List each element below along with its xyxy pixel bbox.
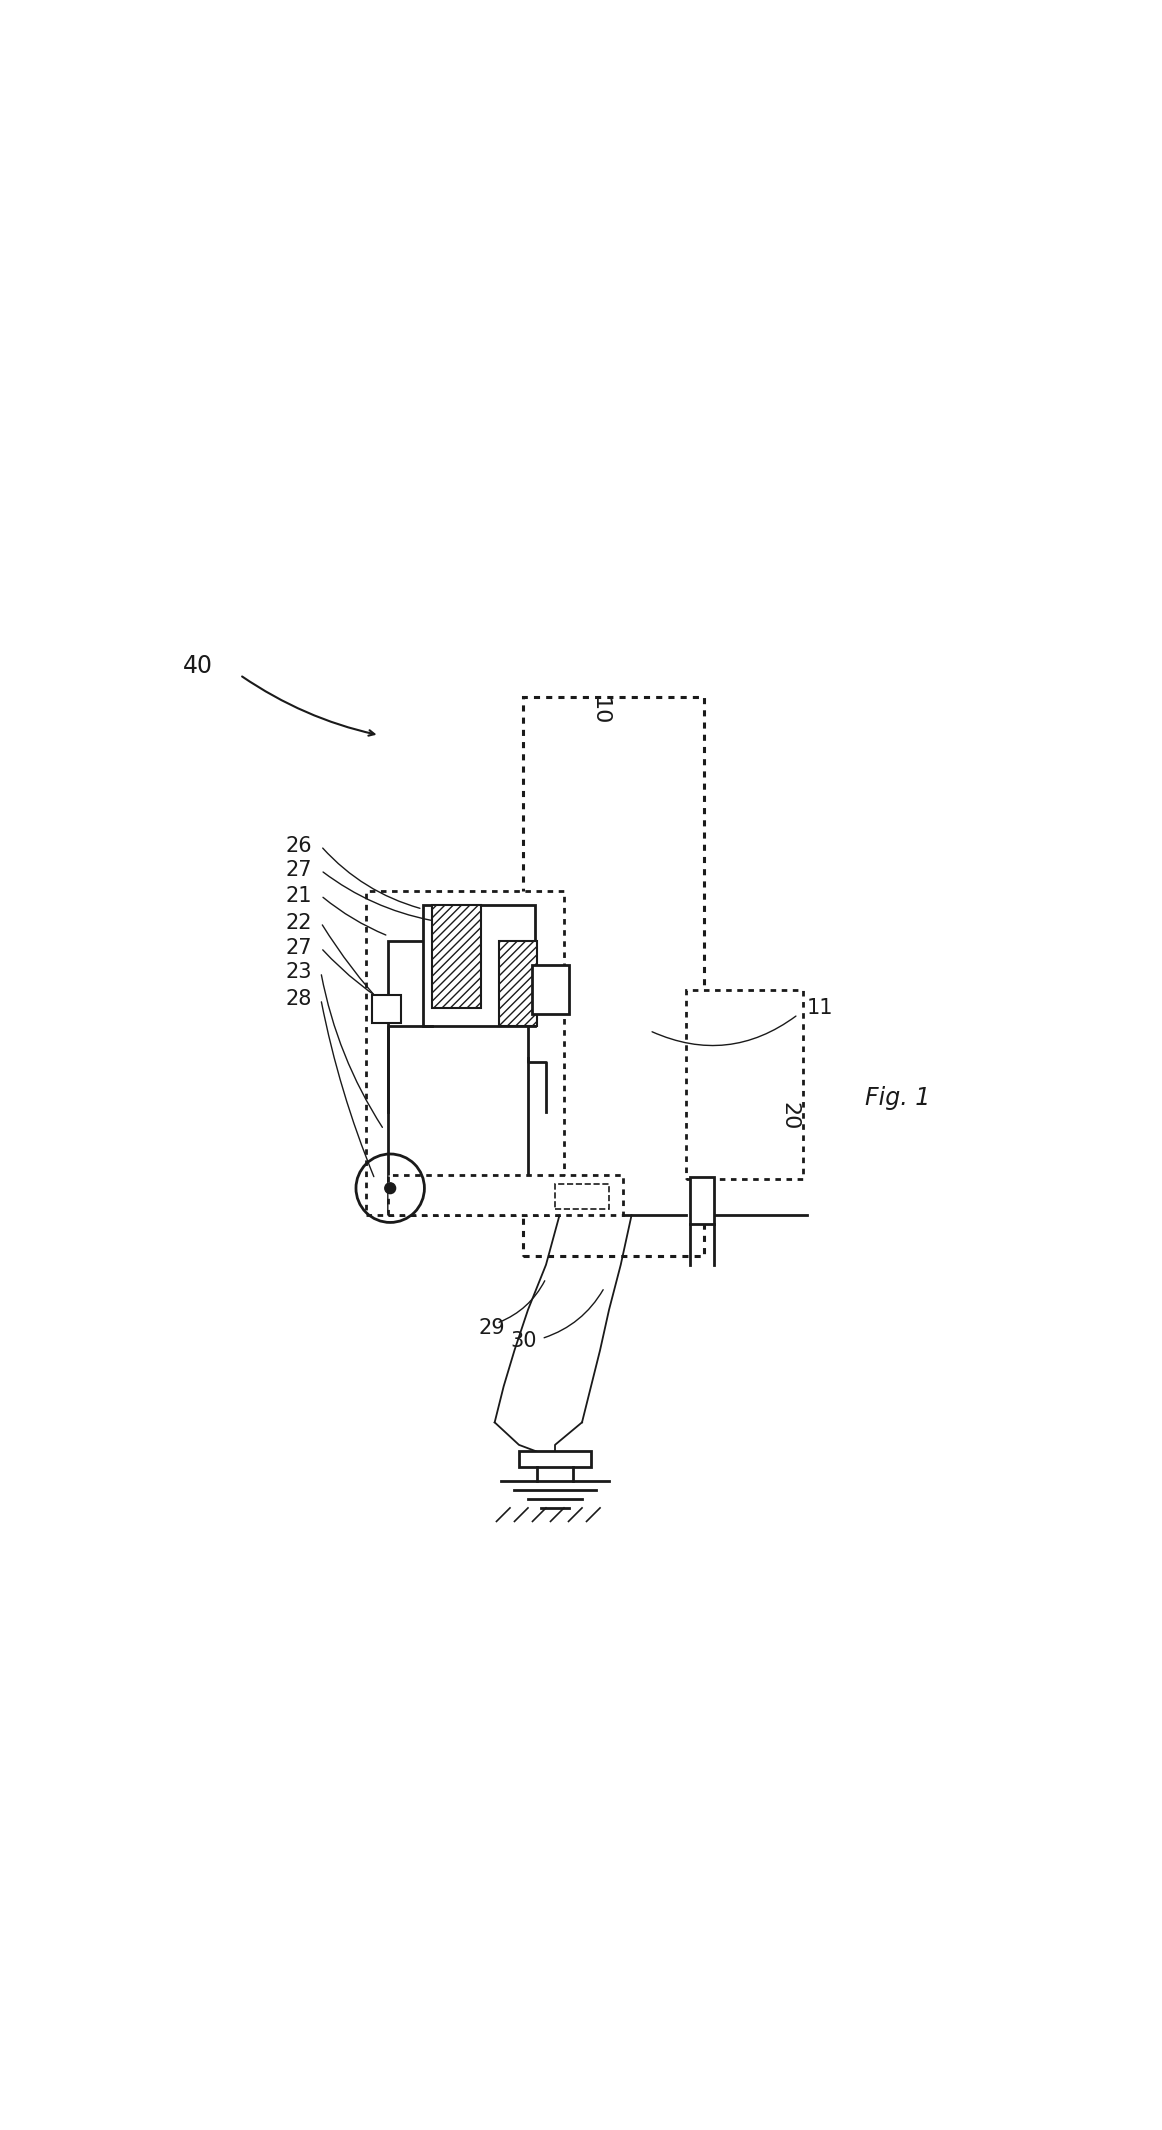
Text: 28: 28	[286, 988, 311, 1010]
Bar	[690, 1178, 715, 1225]
Text: 27: 27	[286, 937, 311, 959]
Bar	[366, 890, 564, 1216]
Bar	[423, 905, 536, 1027]
Text: 11: 11	[808, 999, 833, 1018]
Text: 10: 10	[590, 697, 610, 724]
Bar	[555, 1184, 609, 1210]
Text: 30: 30	[510, 1331, 537, 1350]
Bar	[431, 905, 481, 1007]
Text: 40: 40	[182, 654, 213, 677]
Bar	[532, 965, 568, 1014]
Bar	[388, 941, 528, 1210]
Bar	[686, 990, 803, 1180]
Text: 29: 29	[479, 1318, 505, 1338]
Text: 21: 21	[286, 886, 311, 905]
Bar	[519, 1451, 591, 1468]
Text: 20: 20	[780, 1101, 799, 1131]
Bar	[372, 995, 401, 1022]
Text: 23: 23	[286, 963, 311, 982]
Text: Fig. 1: Fig. 1	[865, 1086, 930, 1110]
Bar	[523, 697, 704, 1257]
Bar	[500, 941, 537, 1027]
Circle shape	[385, 1182, 395, 1193]
Bar	[388, 1176, 623, 1216]
Text: 27: 27	[286, 861, 311, 880]
Text: 22: 22	[286, 912, 311, 933]
Text: 26: 26	[285, 835, 311, 856]
